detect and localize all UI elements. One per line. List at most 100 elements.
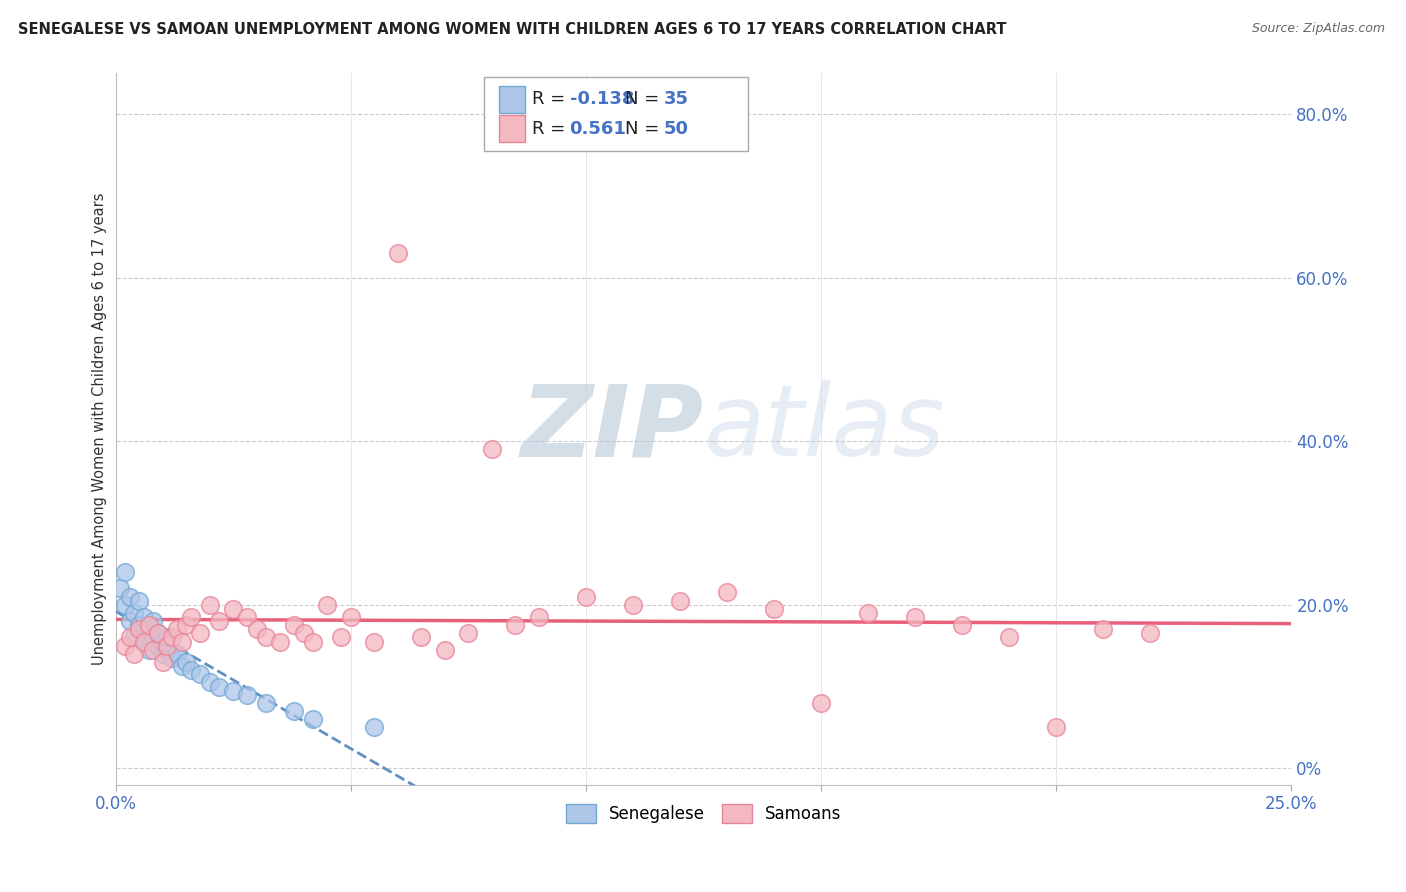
Point [160, 651, 183, 665]
Point [166, 623, 188, 637]
Point [188, 626, 211, 640]
Point [128, 593, 150, 607]
Legend: Senegalese, Samoans: Senegalese, Samoans [560, 797, 848, 830]
Point [174, 655, 197, 669]
Point [411, 631, 433, 645]
Point [222, 602, 245, 616]
Point [208, 680, 231, 694]
Point [118, 590, 141, 604]
Point [152, 634, 174, 648]
Point [166, 647, 188, 661]
Point [124, 647, 146, 661]
Point [302, 634, 325, 648]
Text: SENEGALESE VS SAMOAN UNEMPLOYMENT AMONG WOMEN WITH CHILDREN AGES 6 TO 17 YEARS C: SENEGALESE VS SAMOAN UNEMPLOYMENT AMONG … [18, 22, 1007, 37]
Text: atlas: atlas [703, 380, 945, 477]
Point [146, 626, 169, 640]
Point [110, 582, 132, 596]
Point [254, 631, 277, 645]
Point [716, 585, 738, 599]
Point [180, 663, 202, 677]
Point [254, 696, 277, 710]
Text: 0.561: 0.561 [569, 120, 627, 137]
Text: N =: N = [624, 120, 665, 137]
Point [433, 642, 456, 657]
Point [302, 712, 325, 726]
Point [330, 631, 353, 645]
Point [152, 655, 174, 669]
Point [156, 642, 179, 657]
Point [283, 618, 305, 632]
Point [128, 623, 150, 637]
Point [316, 598, 339, 612]
Point [236, 688, 259, 702]
FancyBboxPatch shape [499, 86, 524, 112]
Y-axis label: Unemployment Among Women with Children Ages 6 to 17 years: Unemployment Among Women with Children A… [93, 193, 107, 665]
Point [146, 639, 169, 653]
Point [950, 618, 973, 632]
Point [118, 614, 141, 628]
Point [998, 631, 1021, 645]
Point [132, 610, 155, 624]
Point [621, 598, 644, 612]
Point [283, 704, 305, 718]
Point [269, 634, 291, 648]
Point [160, 631, 183, 645]
Point [363, 721, 385, 735]
Point [387, 246, 409, 260]
Point [114, 565, 136, 579]
Point [138, 618, 160, 632]
Point [292, 626, 315, 640]
Text: 35: 35 [664, 90, 689, 108]
Point [170, 659, 193, 673]
Text: 50: 50 [664, 120, 689, 137]
Point [363, 634, 385, 648]
Point [114, 639, 136, 653]
Point [457, 626, 479, 640]
Point [128, 618, 150, 632]
Point [340, 610, 363, 624]
Point [198, 675, 221, 690]
Text: ZIP: ZIP [520, 380, 703, 477]
FancyBboxPatch shape [499, 115, 524, 143]
Point [142, 614, 165, 628]
Point [124, 606, 146, 620]
Point [146, 626, 169, 640]
Point [1045, 721, 1067, 735]
Point [505, 618, 527, 632]
Point [763, 602, 786, 616]
Point [208, 614, 231, 628]
Text: N =: N = [624, 90, 665, 108]
Point [575, 590, 598, 604]
Point [170, 634, 193, 648]
Point [142, 631, 165, 645]
Point [124, 631, 146, 645]
Point [138, 642, 160, 657]
Point [114, 598, 136, 612]
Point [1139, 626, 1161, 640]
Point [198, 598, 221, 612]
Point [156, 631, 179, 645]
Point [138, 623, 160, 637]
Text: -0.138: -0.138 [569, 90, 634, 108]
Point [180, 610, 202, 624]
Point [174, 618, 197, 632]
Point [856, 606, 879, 620]
Text: R =: R = [531, 120, 571, 137]
Point [118, 631, 141, 645]
Point [236, 610, 259, 624]
Point [156, 639, 179, 653]
Point [481, 442, 503, 457]
Point [904, 610, 927, 624]
FancyBboxPatch shape [484, 77, 748, 152]
Point [132, 634, 155, 648]
Point [142, 642, 165, 657]
Point [1092, 623, 1115, 637]
Point [246, 623, 269, 637]
Point [222, 683, 245, 698]
Point [188, 667, 211, 681]
Point [152, 647, 174, 661]
Text: R =: R = [531, 90, 571, 108]
Text: Source: ZipAtlas.com: Source: ZipAtlas.com [1251, 22, 1385, 36]
Point [132, 634, 155, 648]
Point [810, 696, 832, 710]
